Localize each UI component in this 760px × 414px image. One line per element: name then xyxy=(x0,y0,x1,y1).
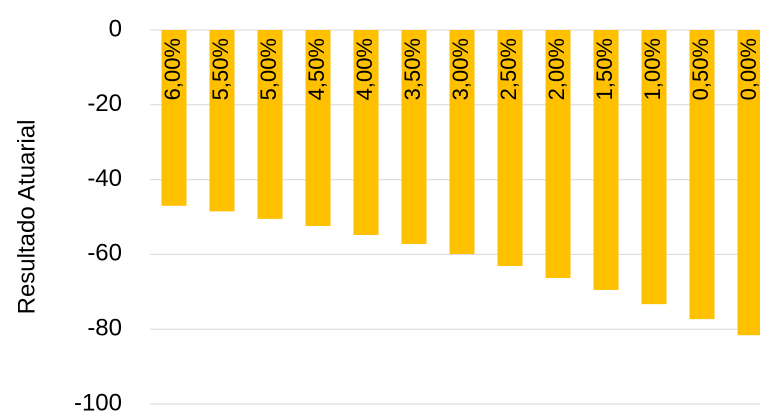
bar xyxy=(305,30,331,226)
y-tick-label: -100 xyxy=(74,389,122,414)
bar xyxy=(497,30,523,266)
bar xyxy=(209,30,235,212)
category-label: 3,00% xyxy=(448,38,473,100)
bar xyxy=(401,30,427,244)
y-tick-label: -80 xyxy=(87,315,122,342)
y-tick-label: -40 xyxy=(87,165,122,192)
category-label: 4,00% xyxy=(352,38,377,100)
category-label: 2,50% xyxy=(496,38,521,100)
category-label: 5,00% xyxy=(256,38,281,100)
y-axis-title: Resultado Atuarial xyxy=(13,120,40,315)
bar xyxy=(689,30,715,320)
bar xyxy=(449,30,475,255)
category-label: 6,00% xyxy=(160,38,185,100)
category-label: 1,00% xyxy=(640,38,665,100)
category-label: 4,50% xyxy=(304,38,329,100)
category-label: 3,50% xyxy=(400,38,425,100)
bar xyxy=(257,30,283,219)
bar xyxy=(161,30,187,206)
category-label: 0,00% xyxy=(736,38,760,100)
y-tick-label: 0 xyxy=(109,15,122,42)
y-tick-label: -20 xyxy=(87,90,122,117)
bar xyxy=(353,30,379,235)
bar xyxy=(545,30,571,278)
category-label: 5,50% xyxy=(208,38,233,100)
y-tick-label: -60 xyxy=(87,240,122,267)
category-label: 0,50% xyxy=(688,38,713,100)
bar xyxy=(737,30,760,336)
category-label: 2,00% xyxy=(544,38,569,100)
bar xyxy=(593,30,619,290)
category-label: 1,50% xyxy=(592,38,617,100)
bar xyxy=(641,30,667,305)
